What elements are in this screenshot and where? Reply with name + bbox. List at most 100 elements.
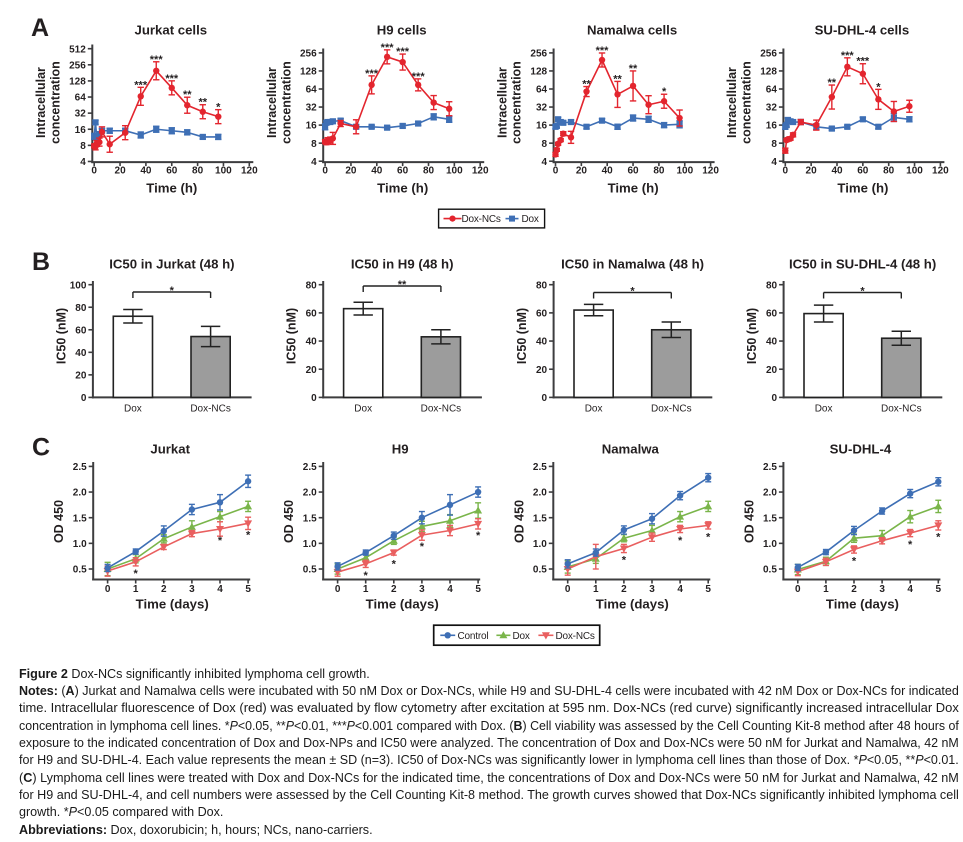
svg-text:1: 1 <box>823 584 829 595</box>
svg-text:2: 2 <box>391 584 397 595</box>
svg-text:OD 450: OD 450 <box>742 500 756 543</box>
svg-text:*: * <box>908 539 913 551</box>
svg-text:100: 100 <box>215 165 232 176</box>
svg-text:32: 32 <box>75 109 87 120</box>
svg-text:60: 60 <box>766 309 778 320</box>
svg-text:2.0: 2.0 <box>73 488 87 499</box>
svg-text:128: 128 <box>69 77 86 88</box>
svg-text:100: 100 <box>906 165 923 176</box>
svg-text:40: 40 <box>306 337 318 348</box>
svg-text:Dox: Dox <box>513 631 530 642</box>
svg-text:3: 3 <box>879 584 885 595</box>
svg-text:Dox-NCs: Dox-NCs <box>881 404 922 415</box>
svg-text:16: 16 <box>766 121 778 132</box>
svg-text:4: 4 <box>542 157 548 168</box>
svg-text:64: 64 <box>536 85 548 96</box>
svg-text:Time (h): Time (h) <box>377 181 428 196</box>
svg-text:2: 2 <box>851 584 857 595</box>
svg-text:100: 100 <box>70 280 87 291</box>
svg-text:40: 40 <box>831 165 843 176</box>
svg-text:*: * <box>216 102 221 114</box>
svg-text:32: 32 <box>536 103 548 114</box>
svg-text:8: 8 <box>542 139 548 150</box>
svg-text:concentration: concentration <box>279 61 293 144</box>
svg-text:1: 1 <box>363 584 369 595</box>
svg-text:*: * <box>630 286 635 298</box>
svg-text:20: 20 <box>576 165 588 176</box>
svg-text:120: 120 <box>472 165 489 176</box>
svg-text:5: 5 <box>245 584 251 595</box>
svg-text:*: * <box>860 286 865 298</box>
svg-text:0: 0 <box>105 584 111 595</box>
svg-text:20: 20 <box>536 365 548 376</box>
svg-text:IC50 in Jurkat (48 h): IC50 in Jurkat (48 h) <box>109 256 234 271</box>
svg-text:***: *** <box>856 56 870 68</box>
svg-text:40: 40 <box>766 337 778 348</box>
svg-text:80: 80 <box>766 280 778 291</box>
svg-text:1: 1 <box>133 584 139 595</box>
svg-text:4: 4 <box>311 157 317 168</box>
svg-text:*: * <box>706 531 711 543</box>
svg-text:Intracellular: Intracellular <box>725 67 739 138</box>
svg-text:Time (h): Time (h) <box>608 181 659 196</box>
svg-text:Dox: Dox <box>585 404 603 415</box>
svg-text:SU-DHL-4 cells: SU-DHL-4 cells <box>815 22 910 37</box>
svg-text:20: 20 <box>806 165 818 176</box>
svg-text:concentration: concentration <box>48 61 62 144</box>
svg-text:60: 60 <box>397 165 409 176</box>
svg-text:256: 256 <box>300 49 317 60</box>
svg-text:0: 0 <box>81 393 87 404</box>
svg-text:0: 0 <box>311 393 317 404</box>
svg-text:***: *** <box>841 50 855 62</box>
svg-text:OD 450: OD 450 <box>512 500 526 543</box>
svg-text:0.5: 0.5 <box>303 565 317 576</box>
svg-text:1.0: 1.0 <box>73 539 87 550</box>
svg-text:2: 2 <box>161 584 167 595</box>
svg-text:SU-DHL-4: SU-DHL-4 <box>830 442 892 457</box>
svg-text:2.5: 2.5 <box>303 462 317 473</box>
svg-text:80: 80 <box>423 165 435 176</box>
svg-text:Time (h): Time (h) <box>146 181 197 196</box>
svg-text:**: ** <box>199 97 208 109</box>
svg-text:***: *** <box>412 71 426 83</box>
svg-text:256: 256 <box>69 60 86 71</box>
svg-text:Dox-NCs: Dox-NCs <box>651 404 692 415</box>
svg-text:***: *** <box>150 54 164 66</box>
svg-text:60: 60 <box>627 165 639 176</box>
svg-text:concentration: concentration <box>510 61 524 144</box>
svg-text:4: 4 <box>677 584 683 595</box>
svg-text:Dox-NCs: Dox-NCs <box>421 404 462 415</box>
svg-text:40: 40 <box>602 165 614 176</box>
svg-text:80: 80 <box>883 165 895 176</box>
svg-text:Intracellular: Intracellular <box>495 67 509 138</box>
svg-text:16: 16 <box>536 121 548 132</box>
svg-text:*: * <box>218 535 223 547</box>
svg-text:4: 4 <box>447 584 453 595</box>
svg-text:IC50 (nM): IC50 (nM) <box>54 308 68 364</box>
svg-text:concentration: concentration <box>740 61 754 144</box>
svg-text:128: 128 <box>760 67 777 78</box>
svg-text:4: 4 <box>217 584 223 595</box>
svg-text:0: 0 <box>783 165 789 176</box>
svg-text:2.0: 2.0 <box>763 488 777 499</box>
svg-text:4: 4 <box>771 157 777 168</box>
svg-text:C: C <box>32 434 50 462</box>
svg-text:B: B <box>32 248 50 276</box>
svg-text:32: 32 <box>766 103 778 114</box>
svg-text:120: 120 <box>702 165 719 176</box>
svg-text:20: 20 <box>115 165 127 176</box>
svg-text:2.5: 2.5 <box>533 462 547 473</box>
svg-text:Dox: Dox <box>522 214 539 225</box>
svg-text:*: * <box>134 568 139 580</box>
svg-text:IC50 (nM): IC50 (nM) <box>745 308 759 364</box>
svg-text:IC50 in H9 (48 h): IC50 in H9 (48 h) <box>351 256 454 271</box>
svg-text:Time (days): Time (days) <box>366 597 439 612</box>
svg-text:60: 60 <box>536 309 548 320</box>
svg-text:Namalwa: Namalwa <box>602 442 660 457</box>
svg-text:20: 20 <box>766 365 778 376</box>
svg-text:2: 2 <box>621 584 627 595</box>
svg-text:**: ** <box>828 77 837 89</box>
svg-text:H9 cells: H9 cells <box>377 22 427 37</box>
svg-text:*: * <box>420 541 425 553</box>
svg-text:Dox-NCs: Dox-NCs <box>556 631 595 642</box>
